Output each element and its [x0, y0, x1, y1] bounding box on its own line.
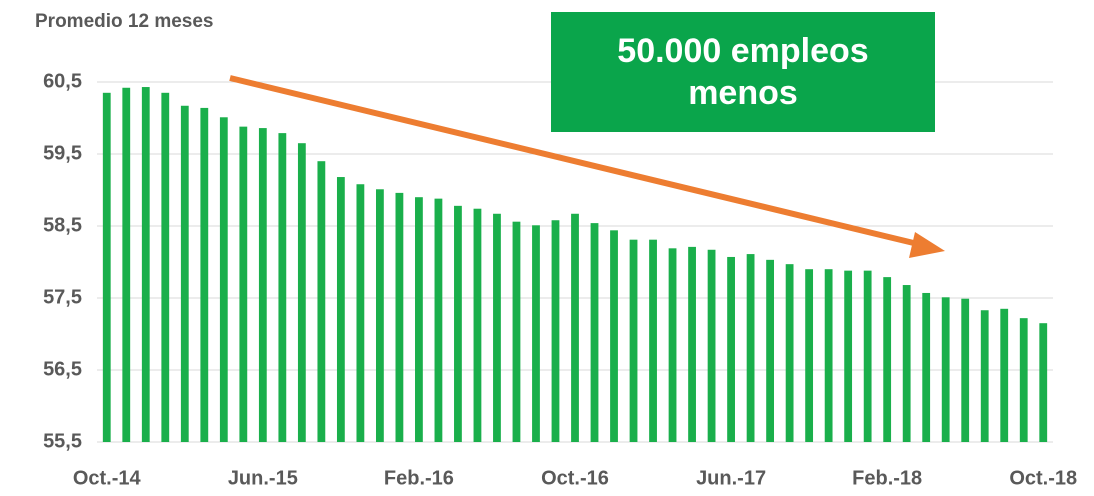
bar [180, 105, 189, 442]
bar [1019, 318, 1028, 442]
x-tick-label: Oct.-14 [73, 467, 142, 489]
bar [883, 277, 892, 442]
bar [454, 205, 462, 442]
bar [336, 177, 345, 443]
bar [766, 259, 775, 442]
bar [746, 254, 755, 442]
bar [610, 230, 618, 442]
bar [415, 197, 423, 442]
bar [356, 184, 365, 443]
bar [122, 87, 131, 442]
bar [317, 161, 326, 442]
bar [980, 310, 989, 442]
x-tick-label: Oct.-18 [1009, 467, 1077, 489]
bar [941, 297, 950, 442]
bar [824, 269, 833, 442]
y-tick-label: 55,5 [43, 430, 82, 452]
bar [590, 223, 599, 442]
bar [161, 92, 170, 443]
bar [219, 117, 228, 442]
bar [473, 208, 482, 442]
bar [297, 143, 306, 442]
bar [785, 264, 794, 442]
x-tick-label: Jun.-15 [228, 467, 298, 489]
bar [239, 126, 248, 442]
bar [805, 269, 814, 442]
bar [532, 225, 540, 442]
bar [629, 239, 638, 442]
x-tick-label: Feb.-16 [384, 467, 454, 489]
bar [258, 128, 267, 442]
bar [863, 270, 872, 442]
bar [395, 192, 404, 442]
bar [551, 220, 560, 442]
bar [668, 248, 677, 442]
bar [961, 298, 970, 442]
y-tick-label: 56,5 [43, 358, 82, 380]
bar [902, 285, 911, 442]
bar [1000, 308, 1009, 442]
bar [512, 221, 521, 442]
y-tick-label: 60,5 [43, 70, 82, 92]
bar [649, 239, 657, 442]
x-tick-label: Feb.-18 [852, 467, 922, 489]
bar [727, 256, 735, 442]
bar [102, 92, 111, 443]
bar [1039, 323, 1048, 442]
y-tick-label: 58,5 [43, 214, 82, 236]
x-tick-label: Oct.-16 [541, 467, 609, 489]
bar [571, 213, 579, 442]
bar [434, 198, 443, 442]
trend-arrow [229, 75, 923, 248]
y-tick-label: 57,5 [43, 286, 82, 308]
y-tick-label: 59,5 [43, 142, 82, 164]
bar [707, 249, 716, 442]
bar [141, 87, 150, 442]
bar [200, 107, 209, 443]
trend-arrow-head [909, 232, 945, 258]
x-tick-label: Jun.-17 [696, 467, 766, 489]
chart-title: Promedio 12 meses [35, 11, 213, 32]
annotation: 50.000 empleos menos [551, 12, 935, 132]
bar [922, 292, 931, 442]
bar [844, 270, 853, 442]
bar [688, 246, 696, 442]
bar [278, 133, 287, 442]
bar [375, 189, 384, 442]
bar [493, 213, 501, 442]
